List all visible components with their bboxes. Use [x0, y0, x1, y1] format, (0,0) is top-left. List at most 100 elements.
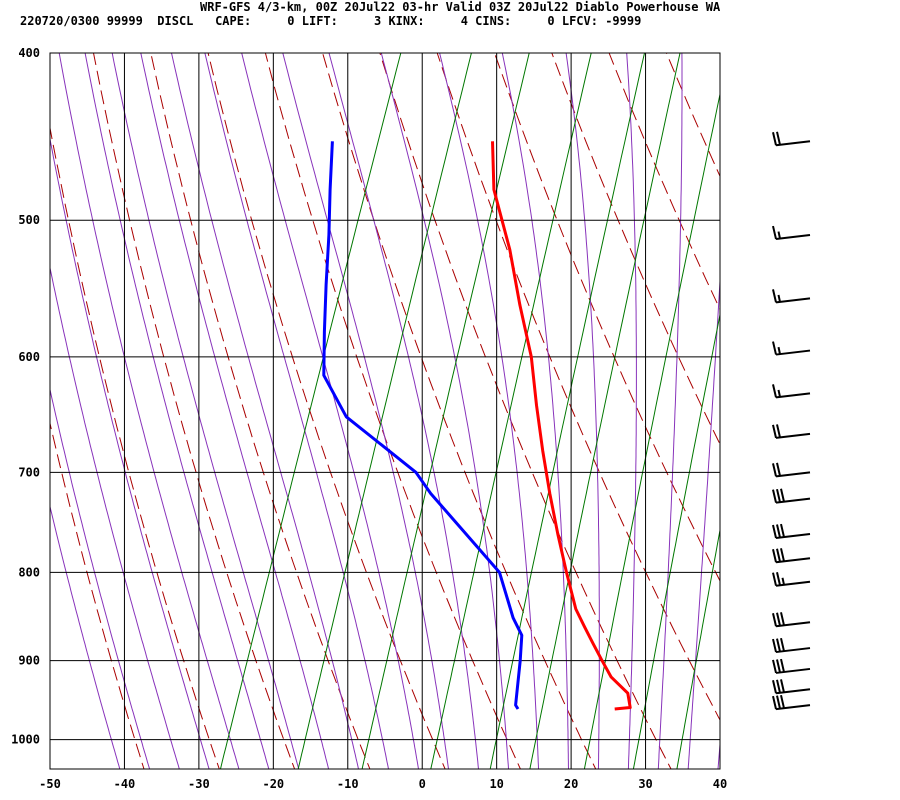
x-tick-label: -10 — [337, 777, 359, 791]
x-tick-label: -30 — [188, 777, 210, 791]
wind-barb-flag — [780, 658, 785, 673]
wind-barb-staff — [775, 580, 811, 587]
moist-adiabat-line — [626, 53, 637, 769]
mixing-ratio-line — [529, 53, 681, 769]
y-tick-label: 400 — [18, 46, 40, 60]
mixing-ratio-line — [361, 53, 530, 769]
x-tick-label: 0 — [419, 777, 426, 791]
moist-adiabat-line — [50, 265, 180, 769]
x-tick-label: 20 — [564, 777, 578, 791]
wind-barb-flag — [776, 572, 781, 586]
dry-adiabat-line — [50, 421, 145, 769]
moist-adiabat-line — [657, 53, 683, 769]
wind-barb-staff — [775, 688, 811, 695]
wind-barb-flag — [776, 679, 781, 694]
chart-header: WRF-GFS 4/3-km, 00Z 20Jul22 03-hr Valid … — [0, 0, 900, 34]
wind-barb-flag — [776, 612, 781, 626]
chart-title: WRF-GFS 4/3-km, 00Z 20Jul22 03-hr Valid … — [200, 0, 721, 14]
wind-barb-flag — [772, 548, 777, 563]
wind-barb-flag — [772, 680, 777, 694]
wind-barb-flag — [772, 695, 777, 710]
tick-labels: 400 500 600 700 800 900 1000 -50 -40 -30 -20 -10 0 10… — [11, 46, 727, 791]
dry-adiabat-line — [772, 34, 900, 776]
wind-barb — [772, 679, 811, 695]
wind-barb-flag — [776, 131, 781, 146]
wind-barb — [772, 523, 811, 539]
wind-barb-staff — [775, 297, 811, 304]
wind-barb-flag — [772, 341, 777, 355]
dry-adiabat-line — [886, 34, 900, 776]
wind-barb — [772, 694, 811, 711]
wind-barb — [772, 289, 811, 304]
wind-barb — [772, 131, 811, 147]
plot-frame — [49, 52, 721, 770]
wind-barb-flag — [772, 463, 777, 477]
wind-barb-half-flag — [777, 294, 781, 303]
wind-barb-flag — [780, 548, 785, 562]
moist-adiabat-line — [565, 53, 600, 769]
y-tick-label: 900 — [18, 654, 40, 668]
mixing-ratio-line — [725, 34, 858, 776]
wind-barb-flag — [772, 424, 777, 439]
wind-barb-flag — [772, 612, 777, 627]
wind-barbs — [772, 131, 811, 711]
wind-barb-flag — [772, 225, 777, 240]
moist-adiabat-line — [282, 53, 450, 769]
y-tick-label: 800 — [18, 565, 40, 579]
moist-adiabat-line — [687, 272, 720, 769]
wind-barb — [772, 488, 811, 504]
wind-barb-flag — [780, 488, 785, 502]
wind-barb-flag — [780, 523, 785, 538]
wind-barb-flag — [776, 462, 781, 477]
moist-adiabat-line — [50, 136, 210, 769]
mixing-ratio-line — [632, 312, 720, 769]
grid — [49, 52, 721, 770]
wind-barb-flag — [772, 524, 777, 539]
wind-barb — [772, 548, 811, 564]
wind-barb — [772, 658, 811, 674]
wind-barb-staff — [775, 532, 811, 539]
wind-barb-staff — [775, 667, 811, 674]
wind-barb-flag — [772, 289, 777, 303]
wind-barb-staff — [775, 621, 811, 628]
dewpoint-trace — [322, 141, 524, 710]
wind-barb-flag — [776, 638, 781, 652]
moist-adiabat-line — [439, 53, 540, 769]
dry-adiabat-line — [207, 53, 446, 769]
wind-barb-flag — [780, 637, 785, 652]
mixing-ratio-line — [489, 53, 646, 769]
moist-adiabat-line — [50, 387, 151, 769]
mixing-ratio-line — [219, 53, 402, 769]
dry-adiabat-line — [716, 34, 900, 776]
wind-barb-staff — [775, 471, 811, 478]
dry-adiabat-line — [322, 53, 597, 769]
wind-barb-staff — [775, 140, 811, 147]
moist-adiabat-line — [241, 53, 420, 769]
mixing-ratio-line — [769, 34, 897, 776]
moist-adiabat-line — [204, 53, 390, 769]
wind-barb-staff — [775, 349, 811, 356]
wind-barb — [772, 462, 811, 478]
wind-barb-flag — [776, 659, 781, 673]
wind-barb-flag — [772, 572, 777, 586]
wind-barb-half-flag — [777, 346, 781, 355]
y-tick-label: 600 — [18, 350, 40, 364]
wind-barb — [772, 384, 811, 399]
moist-adiabat-line — [380, 53, 510, 769]
moist-adiabat-line — [50, 504, 121, 769]
wind-barb-half-flag — [777, 389, 781, 398]
wind-barb-flag — [780, 694, 785, 709]
wind-barb-half-flag — [781, 577, 785, 586]
wind-barb-flag — [772, 489, 777, 503]
background-lines — [50, 34, 900, 776]
dry-adiabat-line — [50, 125, 220, 769]
sounding-stats: 220720/0300 99999 DISCL CAPE: 0 LIFT: 3 … — [20, 14, 642, 28]
y-tick-label: 700 — [18, 465, 40, 479]
wind-barb — [772, 225, 811, 241]
wind-barb-flag — [772, 638, 777, 653]
y-tick-label: 1000 — [11, 733, 40, 747]
wind-barb-staff — [775, 704, 811, 711]
wind-barb-flag — [772, 659, 777, 674]
wind-barb-flag — [772, 384, 777, 398]
mixing-ratio-line — [676, 527, 720, 769]
